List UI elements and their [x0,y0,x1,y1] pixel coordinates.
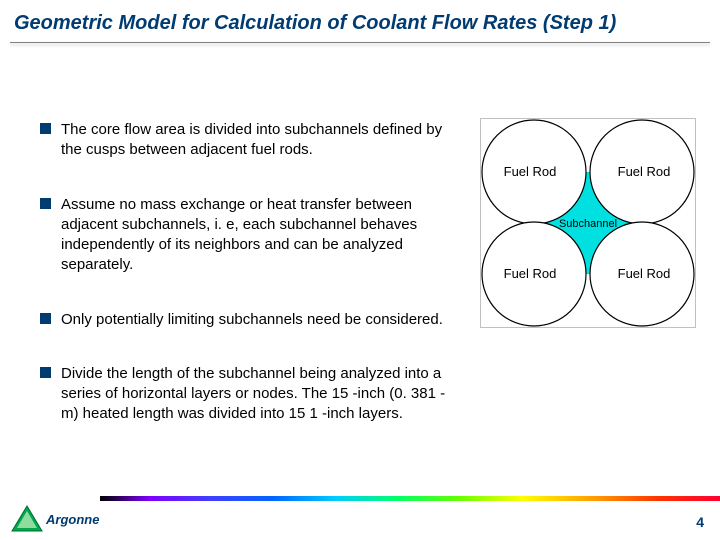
bullet-marker-icon [40,367,51,378]
rod-label: Fuel Rod [504,266,557,281]
logo-text: Argonne [46,512,99,527]
page-number: 4 [696,514,704,530]
subchannel-diagram: Fuel Rod Fuel Rod Fuel Rod Fuel Rod Subc… [480,118,696,328]
rod-label: Fuel Rod [504,164,557,179]
bullet-text: Only potentially limiting subchannels ne… [61,310,443,330]
slide: Geometric Model for Calculation of Coola… [0,0,720,540]
bullet-marker-icon [40,123,51,134]
slide-title: Geometric Model for Calculation of Coola… [14,12,706,35]
footer: Argonne 4 [0,496,720,540]
bullet-item: Only potentially limiting subchannels ne… [40,310,450,330]
title-underline [10,42,710,43]
diagram-svg: Fuel Rod Fuel Rod Fuel Rod Fuel Rod Subc… [480,118,696,328]
bullet-text: Divide the length of the subchannel bein… [61,364,450,425]
rod-label: Fuel Rod [618,164,671,179]
bullet-item: The core flow area is divided into subch… [40,120,450,161]
rod-label: Fuel Rod [618,266,671,281]
bullet-list: The core flow area is divided into subch… [40,120,450,459]
argonne-logo: Argonne [10,502,110,536]
bullet-marker-icon [40,313,51,324]
bullet-text: Assume no mass exchange or heat transfer… [61,195,450,276]
logo-triangle-icon [10,504,44,534]
bullet-marker-icon [40,198,51,209]
bullet-item: Divide the length of the subchannel bein… [40,364,450,425]
subchannel-label: Subchannel [559,218,617,230]
bullet-item: Assume no mass exchange or heat transfer… [40,195,450,276]
bullet-text: The core flow area is divided into subch… [61,120,450,161]
